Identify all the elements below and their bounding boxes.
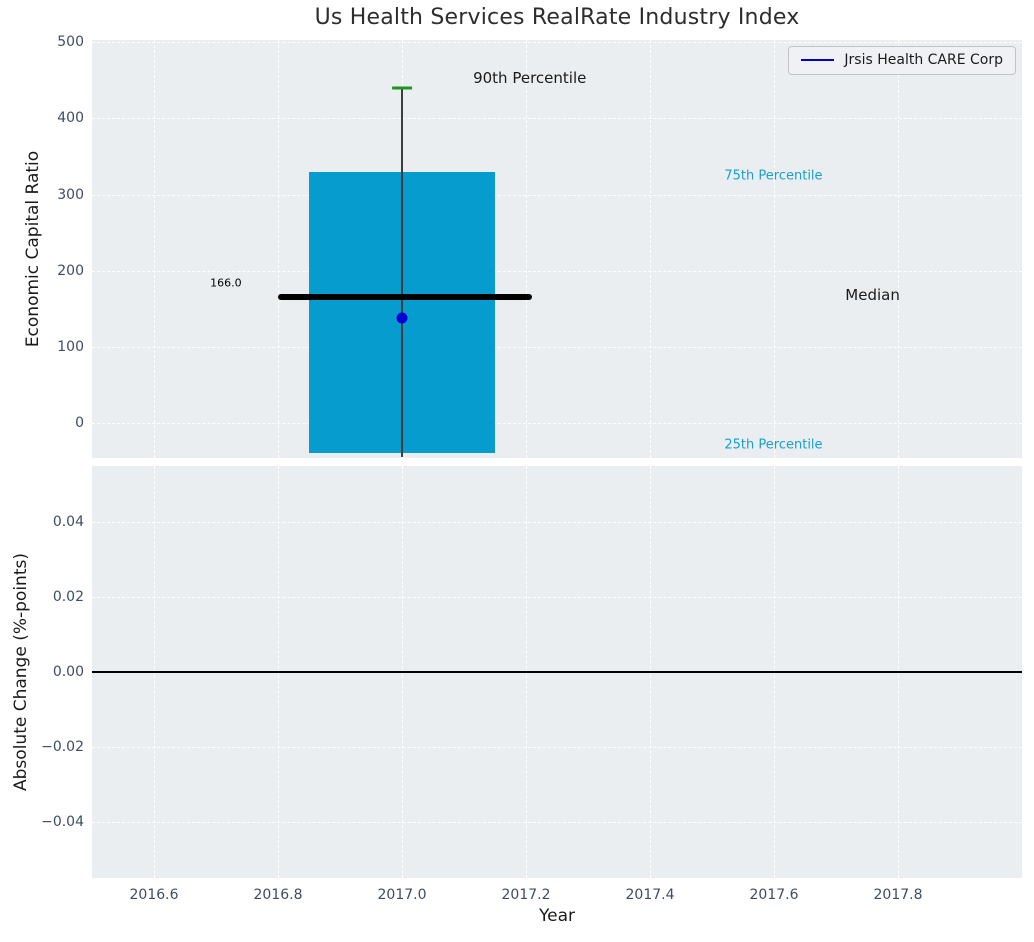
gridline-vertical bbox=[650, 40, 651, 458]
y-tick-label: 200 bbox=[57, 262, 84, 279]
y-tick-label: −0.02 bbox=[41, 738, 84, 755]
median-value-label: 166.0 bbox=[210, 276, 242, 290]
zero-baseline bbox=[92, 671, 1022, 673]
legend-line-swatch bbox=[801, 59, 835, 61]
gridline-horizontal bbox=[92, 118, 1022, 120]
gridline-horizontal bbox=[92, 746, 1022, 748]
p25-label: 25th Percentile bbox=[724, 437, 823, 453]
x-tick-label: 2017.2 bbox=[501, 887, 551, 903]
gridline-vertical bbox=[774, 40, 775, 458]
gridline-horizontal bbox=[92, 194, 1022, 196]
y-tick-label: 0 bbox=[75, 414, 84, 431]
x-axis-label: Year bbox=[539, 906, 575, 926]
p90-whisker-cap bbox=[392, 86, 412, 90]
y-tick-label: 0.02 bbox=[52, 589, 84, 606]
gridline-horizontal bbox=[92, 597, 1022, 599]
median-label: Median bbox=[845, 286, 900, 305]
gridline-horizontal bbox=[92, 422, 1022, 424]
y-tick-label: 0.04 bbox=[52, 514, 84, 531]
gridline-horizontal bbox=[92, 821, 1022, 823]
chart-title: Us Health Services RealRate Industry Ind… bbox=[314, 5, 800, 30]
p90-label: 90th Percentile bbox=[473, 69, 587, 88]
gridline-vertical bbox=[278, 40, 279, 458]
gridline-horizontal bbox=[92, 522, 1022, 524]
y-tick-label: 0.00 bbox=[52, 664, 84, 680]
gridline-vertical bbox=[898, 40, 899, 458]
economic-capital-ratio-plot: Jrsis Health CARE Corp 166.0 90th Percent… bbox=[92, 40, 1022, 458]
y-tick-label: 100 bbox=[57, 338, 84, 355]
y-tick-label: −0.04 bbox=[41, 813, 84, 830]
y-axis-label-top: Economic Capital Ratio bbox=[23, 150, 43, 348]
absolute-change-plot bbox=[92, 466, 1022, 878]
gridline-vertical bbox=[526, 40, 527, 458]
gridline-vertical bbox=[154, 40, 155, 458]
gridline-horizontal bbox=[92, 346, 1022, 348]
x-tick-label: 2017.0 bbox=[377, 887, 427, 903]
x-tick-label: 2017.8 bbox=[873, 887, 923, 903]
y-tick-label: 500 bbox=[57, 34, 84, 51]
legend-label: Jrsis Health CARE Corp bbox=[844, 52, 1003, 68]
gridline-horizontal bbox=[92, 42, 1022, 44]
x-tick-label: 2017.4 bbox=[625, 887, 675, 903]
p75-label: 75th Percentile bbox=[724, 168, 823, 184]
gridline-horizontal bbox=[92, 270, 1022, 272]
percentile-whisker bbox=[401, 87, 403, 458]
y-tick-label: 400 bbox=[57, 110, 84, 127]
x-tick-label: 2017.6 bbox=[749, 887, 799, 903]
legend: Jrsis Health CARE Corp bbox=[788, 46, 1016, 75]
x-tick-label: 2016.8 bbox=[253, 887, 303, 903]
x-tick-label: 2016.6 bbox=[129, 887, 179, 903]
median-line bbox=[278, 293, 533, 300]
company-point-marker bbox=[396, 312, 408, 324]
y-tick-label: 300 bbox=[57, 186, 84, 203]
